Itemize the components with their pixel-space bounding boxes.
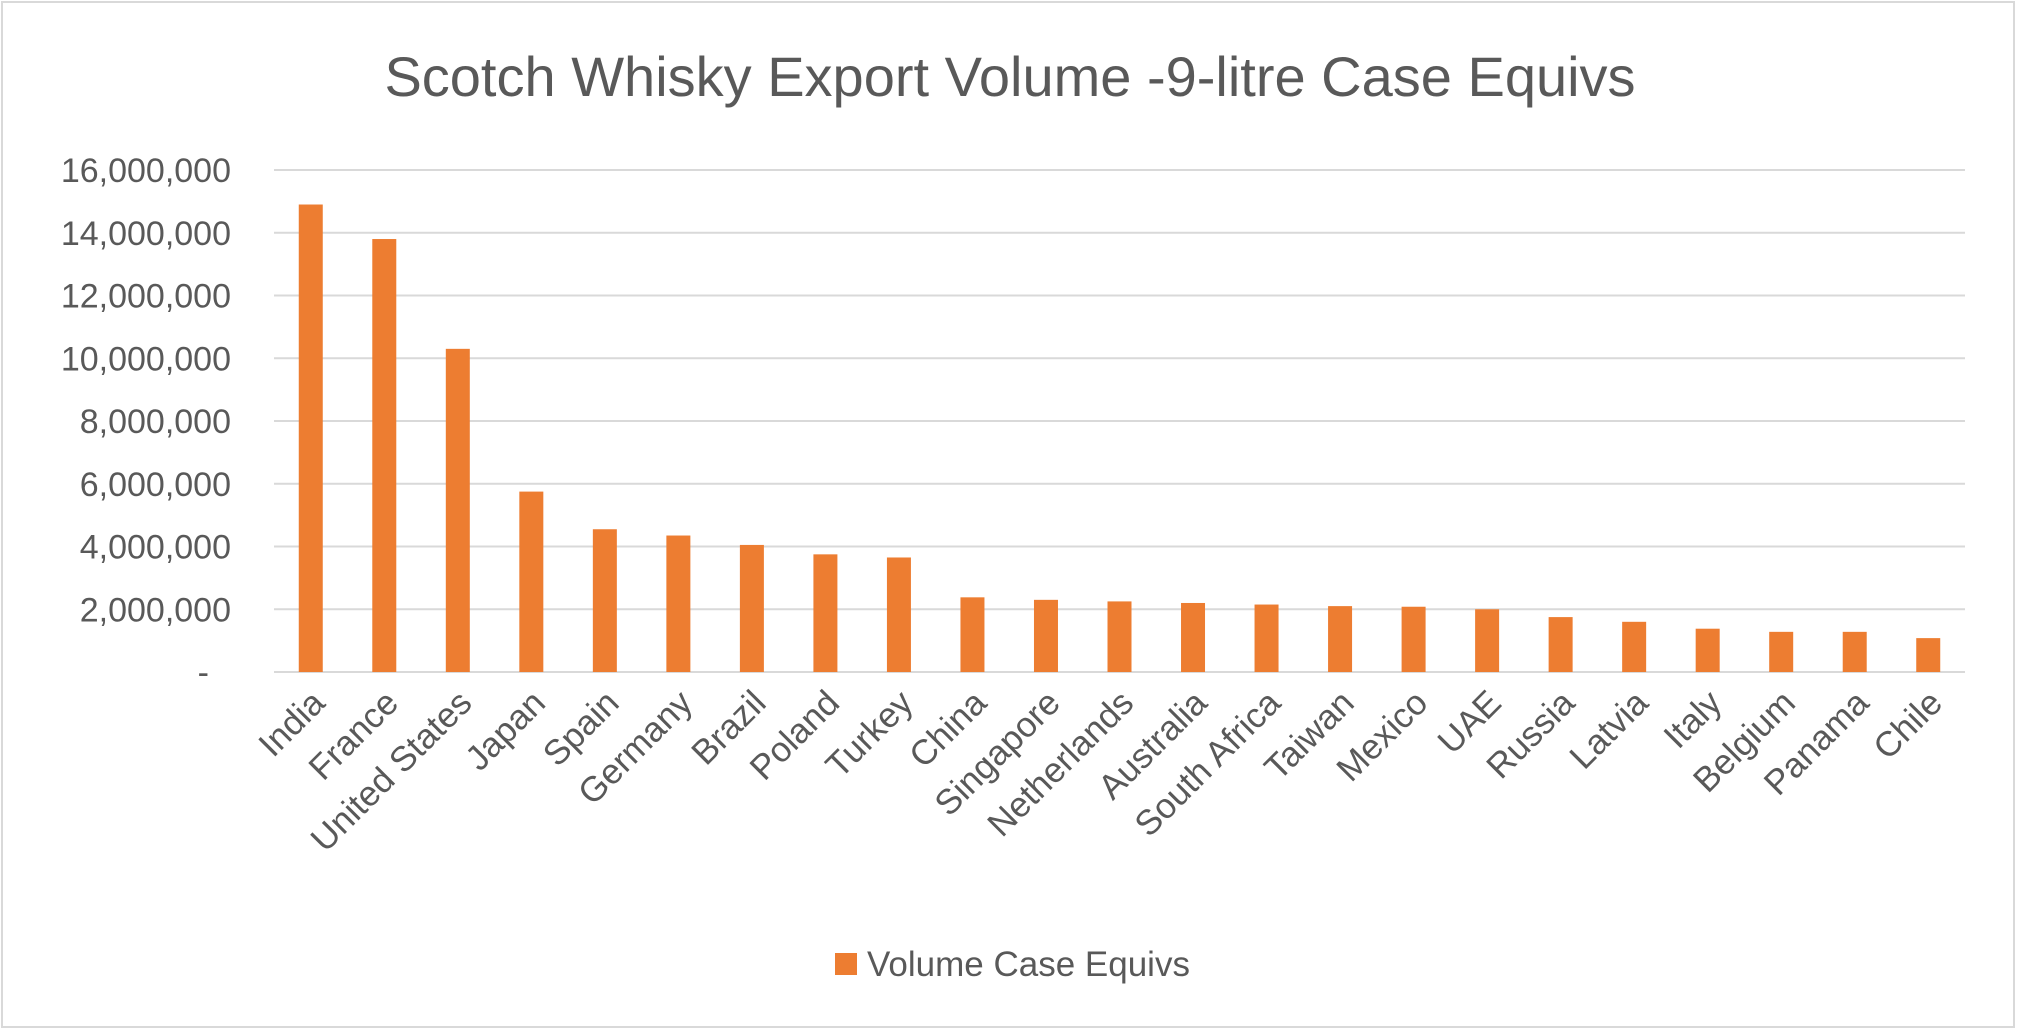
bar (1695, 628, 1720, 672)
bar (1254, 604, 1279, 672)
bar (1033, 599, 1058, 672)
bar (519, 491, 544, 672)
y-tick-label: 14,000,000 (61, 215, 231, 253)
y-tick-label: 12,000,000 (61, 278, 231, 316)
bar (739, 544, 764, 672)
y-tick-label: 8,000,000 (80, 403, 231, 441)
bar (298, 204, 323, 672)
x-category-label: Japan (458, 683, 553, 778)
y-tick-label: - (198, 654, 209, 692)
bar (1401, 606, 1426, 672)
x-category-label: Latvia (1562, 683, 1656, 777)
legend-swatch (835, 953, 857, 975)
bar (1107, 601, 1132, 672)
x-category-label: Chile (1866, 683, 1950, 767)
y-tick-label: 6,000,000 (80, 466, 231, 504)
bar (1842, 631, 1867, 672)
bar (1181, 602, 1206, 672)
legend: Volume Case Equivs (835, 945, 1190, 984)
bar (1769, 631, 1794, 672)
y-tick-label: 10,000,000 (61, 340, 231, 378)
y-tick-label: 2,000,000 (80, 591, 231, 629)
bar (886, 557, 911, 672)
bar (1475, 609, 1500, 672)
bar (592, 529, 617, 672)
bar (813, 554, 838, 672)
bar-series (298, 204, 1941, 672)
bar (1548, 617, 1573, 672)
bar (1622, 621, 1647, 672)
bar (445, 348, 470, 672)
bar (1916, 638, 1941, 672)
chart-svg: Scotch Whisky Export Volume -9-litre Cas… (61, 45, 1965, 984)
gridlines (274, 169, 1965, 673)
bar (372, 239, 397, 672)
y-tick-label: 16,000,000 (61, 152, 231, 190)
bar (666, 535, 691, 672)
chart-title: Scotch Whisky Export Volume -9-litre Cas… (384, 45, 1635, 108)
y-axis-tick-labels: - 2,000,000 4,000,000 6,000,000 8,000,000 10,… (61, 152, 231, 692)
bar (1328, 606, 1353, 672)
legend-label: Volume Case Equivs (867, 945, 1190, 984)
y-tick-label: 4,000,000 (80, 529, 231, 567)
bar (960, 597, 985, 672)
